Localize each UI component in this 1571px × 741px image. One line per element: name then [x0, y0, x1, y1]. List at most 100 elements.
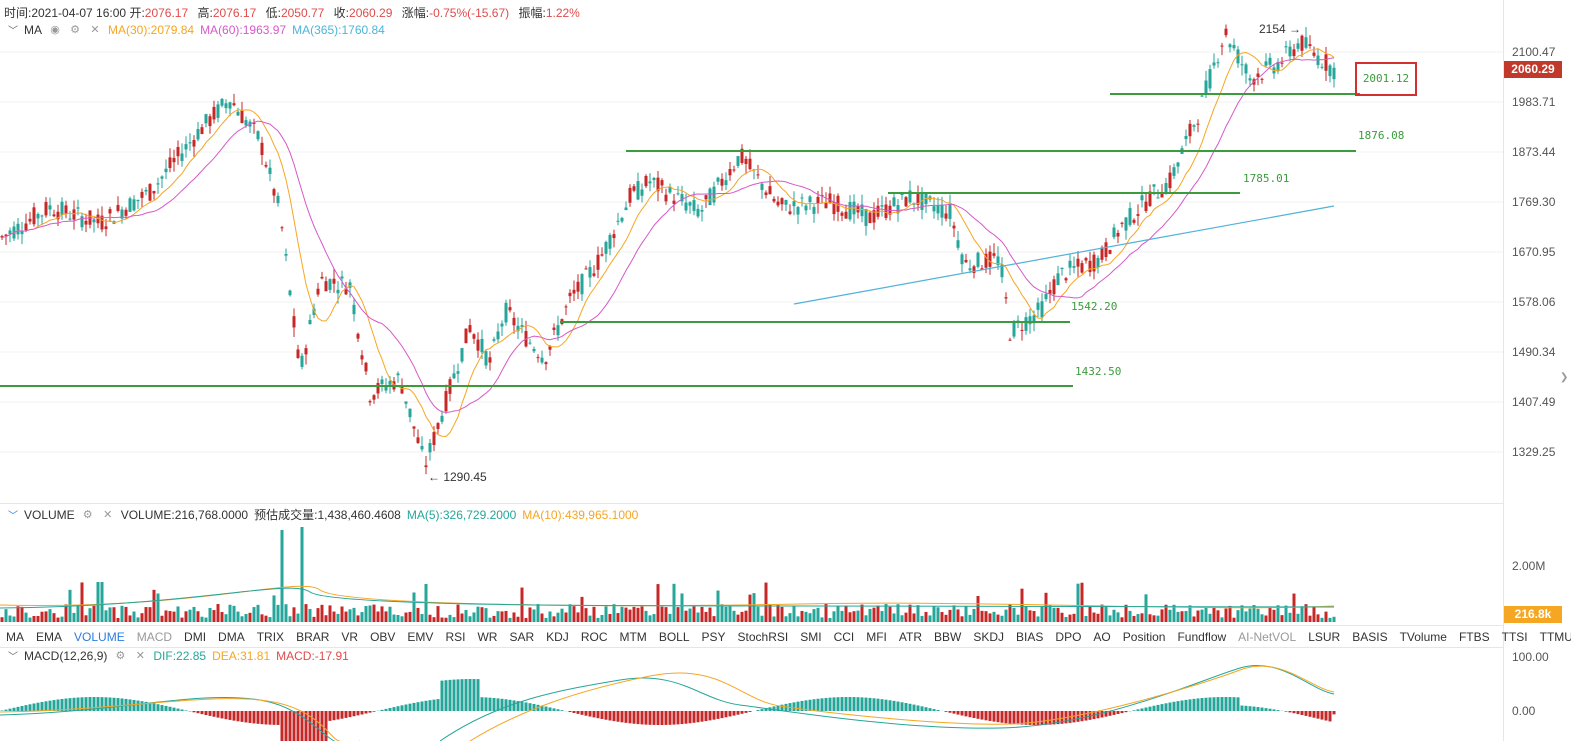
macd-indicator-name: MACD(12,26,9) — [24, 648, 108, 663]
macd-histogram-bar — [872, 698, 876, 711]
volume-bar — [316, 608, 320, 622]
candle-body — [288, 290, 292, 296]
candle-body — [676, 193, 680, 195]
tab-wr[interactable]: WR — [477, 630, 498, 644]
tab-tvolume[interactable]: TVolume — [1399, 630, 1447, 644]
collapse-chevron-icon[interactable]: ﹀ — [8, 652, 18, 663]
settings-gear-icon[interactable]: ⚙ — [70, 24, 80, 36]
candle-body — [584, 268, 588, 270]
tab-mfi[interactable]: MFI — [866, 630, 887, 644]
volume-bar — [1228, 605, 1232, 622]
macd-histogram-bar — [952, 711, 956, 714]
candle-body — [1044, 293, 1048, 300]
candle-body — [252, 122, 256, 124]
macd-histogram-bar — [636, 711, 640, 725]
close-icon[interactable]: ✕ — [103, 509, 113, 521]
candle-body — [272, 189, 276, 196]
volume-bar — [280, 530, 284, 622]
volume-bar — [964, 606, 968, 622]
volume-bar — [1328, 617, 1332, 622]
volume-bar — [556, 612, 560, 622]
volume-bar — [516, 616, 520, 622]
tab-stochrsi[interactable]: StochRSI — [737, 630, 789, 644]
macd-histogram-bar — [676, 711, 680, 725]
macd-histogram-bar — [1252, 706, 1256, 711]
tab-dpo[interactable]: DPO — [1055, 630, 1082, 644]
candle-body — [568, 292, 572, 297]
macd-histogram-bar — [756, 710, 760, 711]
tab-rsi[interactable]: RSI — [445, 630, 466, 644]
tab-obv[interactable]: OBV — [370, 630, 396, 644]
volume-bar — [848, 612, 852, 622]
tab-sar[interactable]: SAR — [509, 630, 535, 644]
candle-body — [576, 281, 580, 292]
macd-histogram-bar — [704, 711, 708, 722]
tab-cci[interactable]: CCI — [833, 630, 855, 644]
eye-icon[interactable]: ◉ — [50, 24, 60, 36]
volume-bar — [1188, 605, 1192, 622]
tab-ai-netvol[interactable]: AI-NetVOL — [1238, 630, 1297, 644]
macd-histogram-bar — [120, 698, 124, 711]
volume-bar — [220, 612, 224, 622]
tab-position[interactable]: Position — [1122, 630, 1166, 644]
macd-histogram-bar — [544, 706, 548, 711]
settings-gear-icon[interactable]: ⚙ — [82, 509, 93, 521]
candle-body — [372, 395, 376, 400]
tab-volume[interactable]: VOLUME — [74, 630, 125, 644]
expand-panel-icon[interactable]: ❯ — [1560, 372, 1569, 383]
macd-histogram-bar — [600, 711, 604, 720]
pane-divider-tabs-macd[interactable] — [0, 647, 1503, 648]
volume-bar — [584, 608, 588, 622]
candle-body — [532, 348, 536, 352]
candle-body — [136, 199, 140, 202]
tab-psy[interactable]: PSY — [701, 630, 726, 644]
volume-bar — [8, 615, 12, 622]
macd-histogram-bar — [744, 711, 748, 713]
tab-vr[interactable]: VR — [341, 630, 359, 644]
tab-emv[interactable]: EMV — [407, 630, 434, 644]
tab-dmi[interactable]: DMI — [184, 630, 207, 644]
volume-bar — [620, 606, 624, 622]
settings-gear-icon[interactable]: ⚙ — [115, 650, 126, 662]
tab-roc[interactable]: ROC — [580, 630, 608, 644]
candle-body — [1240, 64, 1244, 66]
tab-mtm[interactable]: MTM — [619, 630, 647, 644]
tab-smi[interactable]: SMI — [800, 630, 822, 644]
volume-bar — [52, 613, 56, 622]
tab-dma[interactable]: DMA — [218, 630, 245, 644]
candle-body — [476, 339, 480, 351]
tab-fundflow[interactable]: Fundflow — [1177, 630, 1227, 644]
macd-histogram-bar — [504, 699, 508, 711]
tab-ttsi[interactable]: TTSI — [1501, 630, 1528, 644]
tab-brar[interactable]: BRAR — [296, 630, 330, 644]
candle-body — [480, 338, 484, 353]
tab-macd[interactable]: MACD — [136, 630, 173, 644]
tab-kdj[interactable]: KDJ — [546, 630, 569, 644]
tab-bias[interactable]: BIAS — [1016, 630, 1044, 644]
collapse-chevron-icon[interactable]: ﹀ — [8, 511, 18, 522]
macd-histogram-bar — [1012, 711, 1016, 725]
close-icon[interactable]: ✕ — [135, 650, 145, 662]
volume-bar — [28, 617, 32, 622]
volume-bar — [588, 615, 592, 622]
tab-boll[interactable]: BOLL — [658, 630, 690, 644]
tab-ftbs[interactable]: FTBS — [1458, 630, 1490, 644]
tab-bbw[interactable]: BBW — [934, 630, 962, 644]
tab-ema[interactable]: EMA — [36, 630, 63, 644]
tab-lsur[interactable]: LSUR — [1308, 630, 1341, 644]
tab-atr[interactable]: ATR — [898, 630, 923, 644]
tab-basis[interactable]: BASIS — [1352, 630, 1388, 644]
tab-trix[interactable]: TRIX — [256, 630, 285, 644]
macd-histogram-bar — [44, 701, 48, 711]
tab-ao[interactable]: AO — [1093, 630, 1111, 644]
close-icon[interactable]: ✕ — [90, 24, 100, 36]
tab-ttmu[interactable]: TTMU — [1539, 630, 1571, 644]
macd-histogram-bar — [20, 705, 24, 711]
tab-ma[interactable]: MA — [6, 630, 24, 644]
pane-divider-price-volume[interactable] — [0, 503, 1503, 504]
macd-histogram-bar — [944, 711, 948, 712]
candle-body — [432, 432, 436, 446]
tab-skdj[interactable]: SKDJ — [973, 630, 1005, 644]
collapse-chevron-icon[interactable]: ﹀ — [8, 26, 18, 37]
